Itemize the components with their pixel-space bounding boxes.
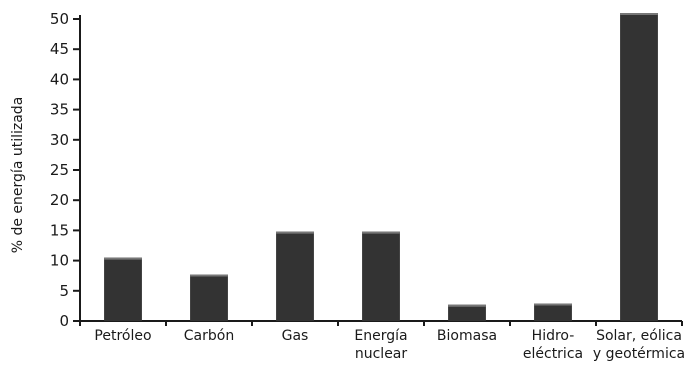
- category-label: Carbón: [184, 328, 234, 344]
- y-tick-label: 5: [59, 282, 69, 300]
- bar: [104, 257, 142, 321]
- y-tick-label: 20: [50, 191, 69, 209]
- bars: [104, 13, 658, 321]
- y-tick-label: 15: [50, 221, 69, 239]
- y-tick-label: 10: [50, 252, 69, 270]
- category-label: Hidro-eléctrica: [523, 328, 583, 362]
- y-tick-label: 35: [50, 101, 69, 119]
- category-labels: Petróleo Carbón Gas Energía nuclear Biomasa Hi…: [94, 328, 685, 362]
- bar: [620, 13, 658, 321]
- category-label: Petróleo: [94, 328, 151, 344]
- category-label: Solar, eólica y geotérmica: [593, 328, 685, 362]
- category-label: Gas: [282, 328, 309, 344]
- y-tick-label: 50: [50, 10, 69, 28]
- y-tick-label: 30: [50, 131, 69, 149]
- category-label: Biomasa: [437, 328, 497, 344]
- bar: [190, 274, 228, 321]
- y-axis-title: % de energía utilizada: [10, 97, 26, 254]
- x-axis: [79, 320, 683, 326]
- bar: [534, 303, 572, 321]
- y-tick-label: 40: [50, 70, 69, 88]
- y-tick-label: 25: [50, 161, 69, 179]
- bar: [362, 231, 400, 321]
- bar: [276, 231, 314, 321]
- category-label: Energía nuclear: [354, 328, 407, 362]
- y-axis-label: % de energía utilizada: [10, 97, 26, 254]
- y-axis: 0 5 10 15 20 25 30 35 40 45 50: [50, 10, 81, 330]
- bar: [448, 304, 486, 321]
- y-tick-label: 45: [50, 40, 69, 58]
- y-tick-label: 0: [59, 312, 69, 330]
